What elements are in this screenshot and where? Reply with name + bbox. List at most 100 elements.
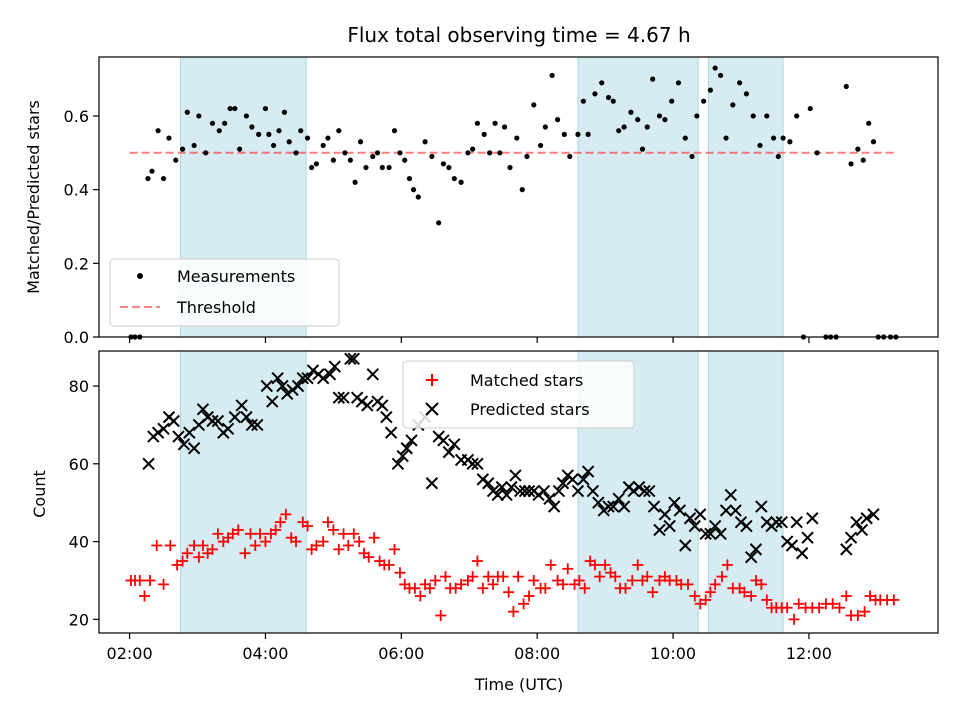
predicted-star-point bbox=[316, 372, 330, 385]
predicted-star-point bbox=[172, 430, 185, 443]
legend-marker-measurements bbox=[137, 273, 143, 279]
matched-star-point bbox=[716, 571, 728, 583]
predicted-star-point bbox=[577, 473, 590, 486]
predicted-star-point bbox=[347, 352, 360, 365]
measurement-point bbox=[293, 150, 299, 156]
bottom-x-tick-label: 04:00 bbox=[242, 644, 288, 663]
matched-star-point bbox=[700, 594, 712, 606]
predicted-star-point bbox=[306, 364, 320, 377]
predicted-star-point bbox=[790, 515, 803, 529]
predicted-star-point bbox=[276, 379, 289, 393]
predicted-star-point bbox=[647, 500, 661, 513]
matched-star-point bbox=[333, 543, 345, 555]
predicted-star-point bbox=[271, 372, 284, 385]
measurement-point bbox=[216, 128, 222, 134]
matched-star-point bbox=[888, 594, 900, 606]
legend-label-threshold: Threshold bbox=[176, 298, 256, 317]
predicted-star-point bbox=[699, 527, 712, 541]
predicted-star-point bbox=[476, 473, 490, 486]
matched-star-point bbox=[302, 520, 314, 532]
matched-star-point bbox=[193, 551, 205, 563]
predicted-star-point bbox=[183, 426, 196, 439]
predicted-star-point bbox=[734, 515, 748, 529]
measurement-point bbox=[336, 128, 342, 134]
measurement-point bbox=[870, 139, 877, 145]
measurement-point bbox=[605, 94, 612, 101]
measurement-point bbox=[848, 161, 854, 167]
measurement-point bbox=[757, 142, 763, 149]
measurement-point bbox=[155, 128, 161, 134]
legend-label-matched-stars: Matched stars bbox=[470, 371, 583, 390]
x-axis-label: Time (UTC) bbox=[474, 675, 563, 694]
top-axes-frame bbox=[98, 56, 939, 338]
measurement-point bbox=[363, 164, 369, 171]
predicted-star-point bbox=[617, 500, 631, 513]
matched-star-point bbox=[859, 606, 871, 618]
measurement-point bbox=[794, 113, 800, 119]
matched-star-point bbox=[503, 586, 515, 598]
predicted-star-point bbox=[142, 457, 155, 471]
predicted-star-point bbox=[683, 512, 697, 525]
matched-star-point bbox=[232, 524, 244, 536]
matched-star-point bbox=[368, 532, 380, 544]
matched-star-point bbox=[424, 582, 436, 594]
predicted-star-point bbox=[704, 527, 717, 541]
measurement-point bbox=[325, 135, 331, 141]
measurement-point bbox=[707, 87, 714, 93]
predicted-star-point bbox=[442, 445, 456, 459]
measurement-point bbox=[662, 117, 668, 123]
matched-star-point bbox=[429, 574, 441, 586]
measurement-point bbox=[281, 109, 288, 115]
predicted-star-point bbox=[840, 543, 853, 556]
measurement-point bbox=[764, 113, 770, 119]
predicted-star-point bbox=[296, 372, 310, 385]
predicted-star-point bbox=[543, 492, 556, 506]
predicted-star-point bbox=[795, 547, 809, 560]
measurement-point bbox=[492, 120, 498, 126]
matched-star-point bbox=[641, 571, 653, 583]
measurement-point bbox=[422, 139, 428, 145]
measurement-point bbox=[465, 150, 471, 156]
measurement-point bbox=[458, 179, 464, 185]
predicted-star-point bbox=[167, 414, 180, 428]
matched-star-point bbox=[310, 539, 322, 551]
predicted-star-point bbox=[714, 527, 727, 541]
predicted-star-point bbox=[708, 519, 722, 533]
measurement-point bbox=[780, 135, 786, 141]
top-span-2 bbox=[707, 56, 784, 338]
predicted-star-point bbox=[396, 449, 409, 463]
matched-star-point bbox=[409, 582, 421, 594]
predicted-star-point bbox=[518, 484, 532, 498]
top-y-axis: 0.0 0.2 0.4 0.6 bbox=[64, 107, 99, 347]
predicted-star-point bbox=[688, 519, 701, 533]
measurement-point bbox=[656, 113, 663, 119]
predicted-star-point bbox=[376, 399, 389, 412]
matched-star-point bbox=[840, 590, 852, 602]
measurement-point bbox=[270, 142, 277, 149]
matched-star-point bbox=[523, 590, 535, 602]
measurement-point bbox=[262, 105, 269, 112]
measurement-point bbox=[160, 175, 167, 182]
measurement-point bbox=[669, 98, 675, 104]
top-panel: 0.0 0.2 0.4 0.6 Matched/Predicted stars Mea… bbox=[24, 56, 939, 347]
top-y-tick-label: 0.4 bbox=[64, 181, 89, 200]
predicted-star-point bbox=[729, 504, 742, 517]
predicted-star-point bbox=[437, 434, 450, 447]
predicted-star-point bbox=[860, 512, 873, 525]
measurement-point bbox=[860, 157, 866, 163]
matched-star-point bbox=[389, 543, 401, 555]
measurement-point bbox=[723, 135, 729, 141]
predicted-star-point bbox=[668, 496, 681, 509]
predicted-star-point bbox=[586, 484, 600, 498]
predicted-star-point bbox=[627, 484, 640, 498]
measurement-point bbox=[330, 157, 336, 163]
measurement-point bbox=[650, 76, 656, 82]
matched-star-point bbox=[239, 547, 251, 559]
predicted-star-point bbox=[235, 399, 248, 412]
measurement-point bbox=[694, 113, 700, 119]
measurement-point bbox=[599, 80, 605, 86]
matched-star-point bbox=[212, 528, 224, 540]
bottom-highlight-spans bbox=[180, 350, 784, 634]
measurement-point bbox=[243, 113, 250, 119]
